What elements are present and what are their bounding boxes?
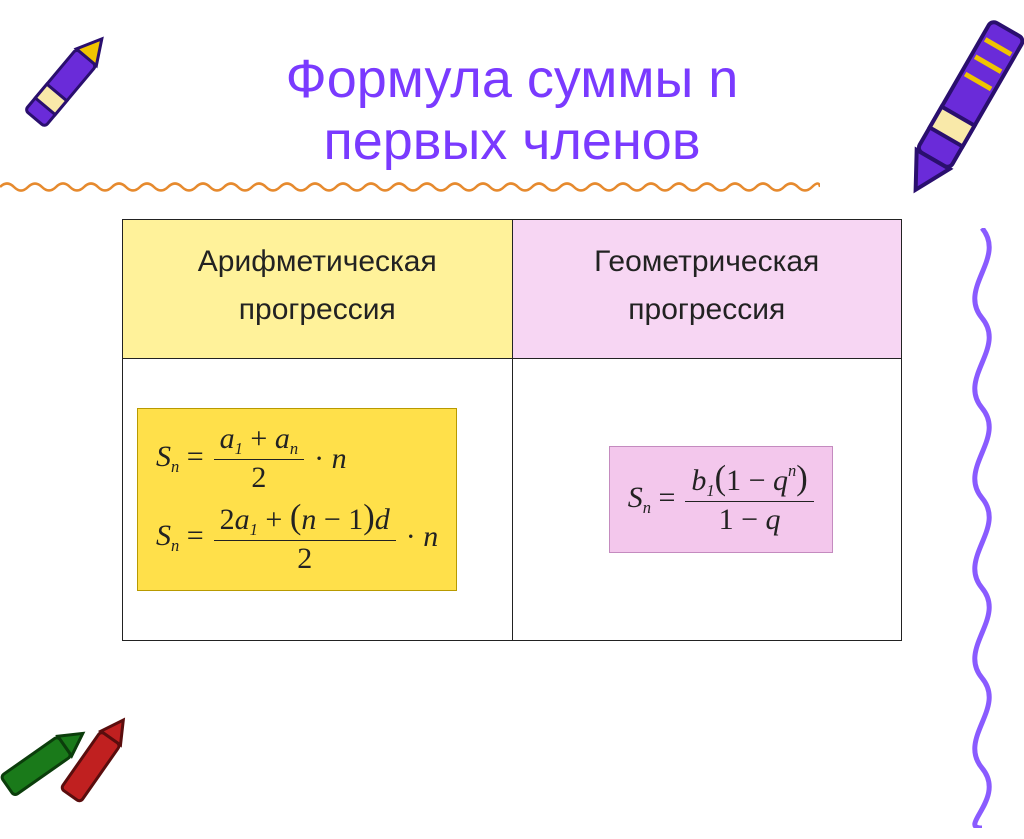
crayon-top-right-icon [874, 0, 1024, 218]
arithmetic-formula-box: Sn = a1 + an 2 · n Sn = 2a1 + (n − 1)d 2 [137, 408, 457, 591]
wavy-divider [0, 178, 820, 192]
title-line-2: первых членов [323, 111, 700, 171]
title-line-1: Формула суммы n [286, 49, 739, 109]
arith-formula-1: Sn = a1 + an 2 · n [156, 423, 438, 494]
purple-squiggle-icon [952, 228, 1012, 828]
slide-title: Формула суммы n первых членов [0, 48, 1024, 172]
crayon-bottom-left-icon [0, 669, 142, 839]
header-geometric: Геометрическая прогрессия [512, 220, 902, 359]
cell-geometric: Sn = b1(1 − qn) 1 − q [512, 359, 902, 641]
formula-table: Арифметическая прогрессия Геометрическая… [122, 219, 902, 641]
geometric-formula-box: Sn = b1(1 − qn) 1 − q [609, 446, 833, 553]
cell-arithmetic: Sn = a1 + an 2 · n Sn = 2a1 + (n − 1)d 2 [123, 359, 513, 641]
arith-formula-2: Sn = 2a1 + (n − 1)d 2 · n [156, 500, 438, 575]
header-arithmetic: Арифметическая прогрессия [123, 220, 513, 359]
geom-formula: Sn = b1(1 − qn) 1 − q [628, 461, 814, 536]
crayon-top-left-icon [0, 18, 124, 168]
